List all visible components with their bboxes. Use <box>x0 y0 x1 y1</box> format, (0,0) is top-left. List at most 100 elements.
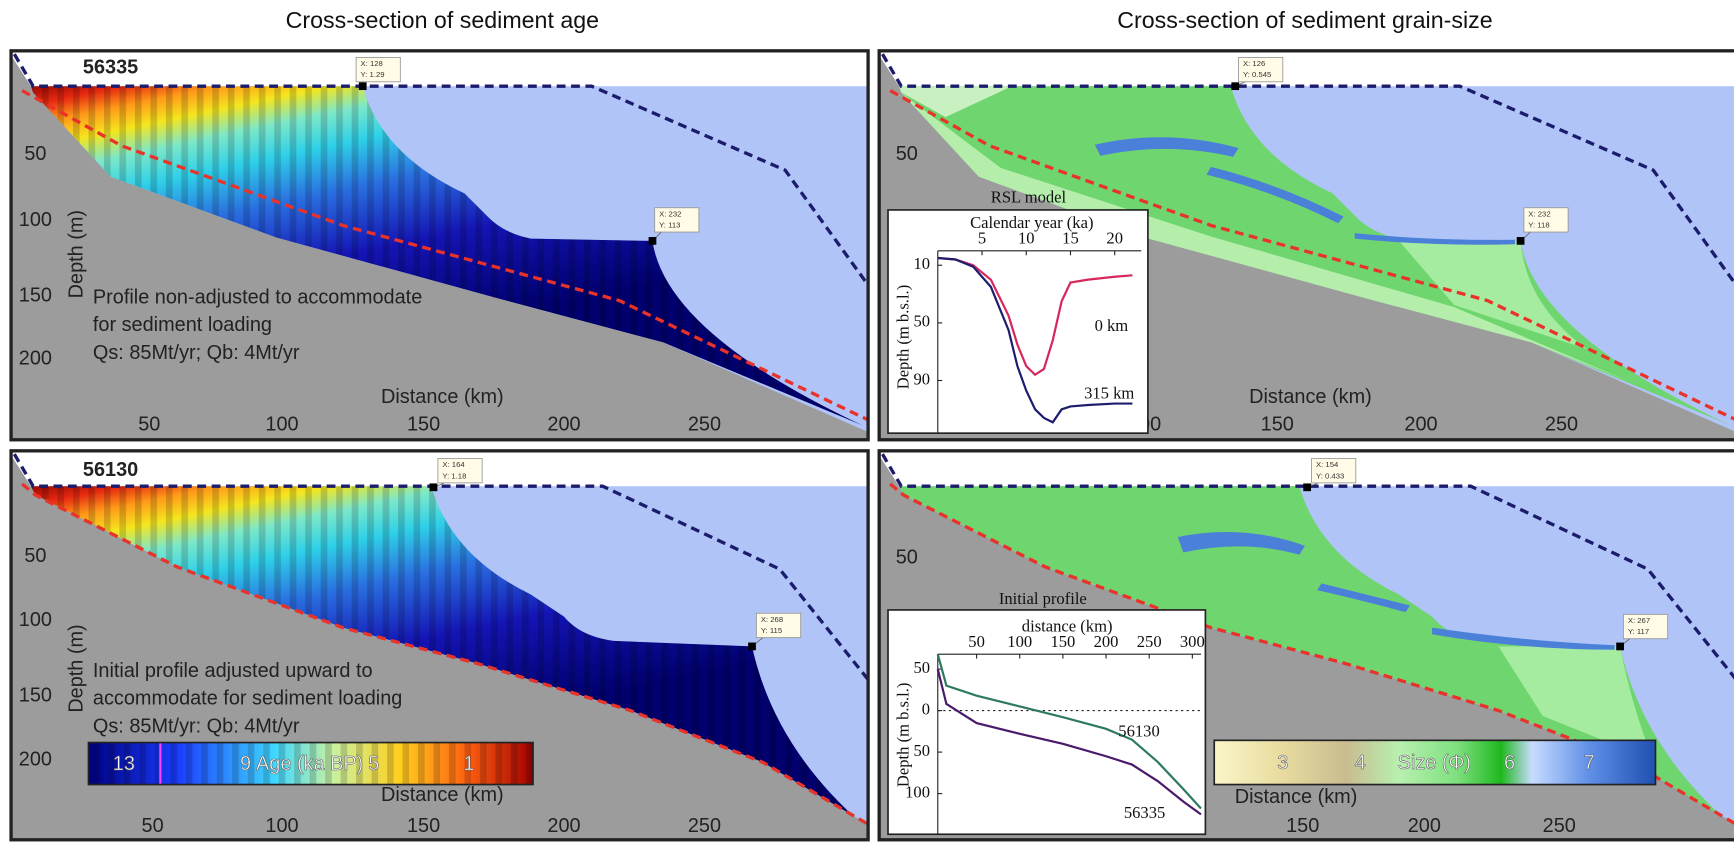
annotation: Qs: 85Mt/yr; Qb: 4Mt/yr <box>93 342 300 364</box>
series-label: 0 km <box>1095 316 1129 335</box>
x-tick-label: 200 <box>1408 815 1441 837</box>
colorbar-label: 4 <box>1355 752 1366 774</box>
x-tick-label: 150 <box>1261 414 1294 436</box>
tooltip-marker <box>748 643 756 651</box>
y-tick-label: 50 <box>24 545 46 567</box>
size-colorbar: 3 4 Size (Φ) 6 7 <box>1214 740 1655 784</box>
y-axis-label: Depth (m) <box>66 624 88 712</box>
tooltip-marker <box>1616 643 1624 651</box>
tooltip-text: X: 164 <box>442 460 465 469</box>
y-axis-label: Depth (m b.s.l.) <box>893 285 912 389</box>
tooltip-text: Y: 1.18 <box>442 471 466 480</box>
tooltip-marker <box>1231 82 1239 90</box>
annotation: for sediment loading <box>93 314 272 336</box>
annotation: Initial profile adjusted upward to <box>93 660 373 682</box>
tooltip-text: X: 154 <box>1316 460 1339 469</box>
colorbar-label: 9 <box>240 753 251 775</box>
column-title: Cross-section of sediment grain-size <box>1117 7 1492 33</box>
panel-frame-group: 50 100 150 200 50 100 150 200 250 Distance (km) De… <box>11 51 868 440</box>
tooltip-text: X: 128 <box>361 59 383 68</box>
tooltip-text: X: 267 <box>1628 616 1650 625</box>
x-tick-label: 200 <box>1094 632 1119 651</box>
x-tick-label: 150 <box>1050 632 1075 651</box>
x-axis-label: Distance (km) <box>1249 386 1372 408</box>
series-label: 56130 <box>1118 721 1159 740</box>
tooltip-text: X: 232 <box>1528 209 1550 218</box>
tooltip-marker <box>649 237 657 245</box>
series-label: 315 km <box>1084 383 1134 402</box>
y-tick-label: 200 <box>19 347 52 369</box>
run-label: 56130 <box>83 459 138 481</box>
x-tick-label: 15 <box>1062 229 1079 248</box>
x-tick-label: 150 <box>1286 815 1319 837</box>
x-axis-label: Distance (km) <box>1235 786 1358 808</box>
colorbar-label: Size (Φ) <box>1398 752 1471 774</box>
x-axis-label: Distance (km) <box>381 386 504 408</box>
y-tick-label: 50 <box>913 658 930 677</box>
x-axis-label: Distance (km) <box>381 784 504 806</box>
y-tick-label: 90 <box>913 369 930 388</box>
y-tick-label: 100 <box>19 609 52 631</box>
tooltip-marker <box>1517 237 1525 245</box>
tooltip-text: Y: 0.433 <box>1316 471 1344 480</box>
page: Cross-section of sediment age Cross-sect… <box>0 0 1734 842</box>
y-tick-label: 10 <box>913 254 930 273</box>
inset-title: RSL model <box>991 188 1067 207</box>
x-tick-label: 100 <box>265 414 298 436</box>
age-colorbar: 13 9 Age (ka BP) 5 1 <box>88 743 533 785</box>
x-tick-label: 100 <box>1007 632 1032 651</box>
x-tick-label: 50 <box>142 815 164 837</box>
tooltip-text: Y: 118 <box>1528 220 1549 229</box>
tooltip-text: Y: 113 <box>659 220 680 229</box>
x-tick-label: 20 <box>1106 229 1123 248</box>
y-tick-label: 0 <box>922 699 930 718</box>
annotation: accommodate for sediment loading <box>93 688 402 710</box>
tooltip-marker <box>359 82 367 90</box>
x-tick-label: 200 <box>1404 414 1437 436</box>
annotation: Qs: 85Mt/yr: Qb: 4Mt/yr <box>93 715 300 737</box>
run-label: 56335 <box>83 57 138 79</box>
x-tick-label: 150 <box>407 815 440 837</box>
x-tick-label: 10 <box>1018 229 1035 248</box>
y-tick-label: 200 <box>19 748 52 770</box>
x-tick-label: 5 <box>978 229 986 248</box>
x-tick-label: 50 <box>968 632 985 651</box>
x-tick-label: 200 <box>547 414 580 436</box>
x-tick-label: 150 <box>407 414 440 436</box>
y-tick-label: 150 <box>19 684 52 706</box>
colorbar-label: 6 <box>1504 752 1515 774</box>
x-tick-label: 250 <box>688 414 721 436</box>
tooltip-marker <box>1303 483 1311 491</box>
inset-title: Initial profile <box>999 589 1087 608</box>
x-tick-label: 250 <box>1137 632 1162 651</box>
annotation: Profile non-adjusted to accommodate <box>93 287 422 309</box>
column-title: Cross-section of sediment age <box>286 7 600 33</box>
colorbar-label: 7 <box>1584 752 1595 774</box>
y-tick-label: 100 <box>19 209 52 231</box>
tooltip-text: X: 232 <box>659 209 681 218</box>
tooltip-text: Y: 0.545 <box>1243 70 1271 79</box>
x-tick-label: 50 <box>138 414 160 436</box>
x-tick-label: 250 <box>688 815 721 837</box>
x-tick-label: 100 <box>265 815 298 837</box>
y-tick-label: 50 <box>896 143 918 165</box>
x-tick-label: 300 <box>1180 632 1205 651</box>
colorbar-label: 1 <box>463 753 474 775</box>
series-label: 56335 <box>1124 803 1165 822</box>
tooltip-text: Y: 1.29 <box>361 70 385 79</box>
figure: Cross-section of sediment age Cross-sect… <box>0 0 1734 842</box>
tooltip-text: Y: 115 <box>761 626 782 635</box>
y-axis-label: Depth (m) <box>66 210 88 298</box>
colorbar-label: 5 <box>368 753 379 775</box>
y-tick-label: 50 <box>913 312 930 331</box>
x-tick-label: 250 <box>1545 414 1578 436</box>
colorbar-label: 13 <box>113 753 135 775</box>
y-axis-label: Depth (m b.s.l.) <box>893 683 912 787</box>
tooltip-text: X: 126 <box>1243 59 1265 68</box>
tooltip-text: X: 268 <box>761 615 783 624</box>
y-tick-label: 150 <box>19 284 52 306</box>
y-tick-label: 50 <box>913 741 930 760</box>
y-tick-label: 50 <box>24 143 46 165</box>
x-tick-label: 200 <box>547 815 580 837</box>
y-tick-label: 100 <box>905 782 930 801</box>
